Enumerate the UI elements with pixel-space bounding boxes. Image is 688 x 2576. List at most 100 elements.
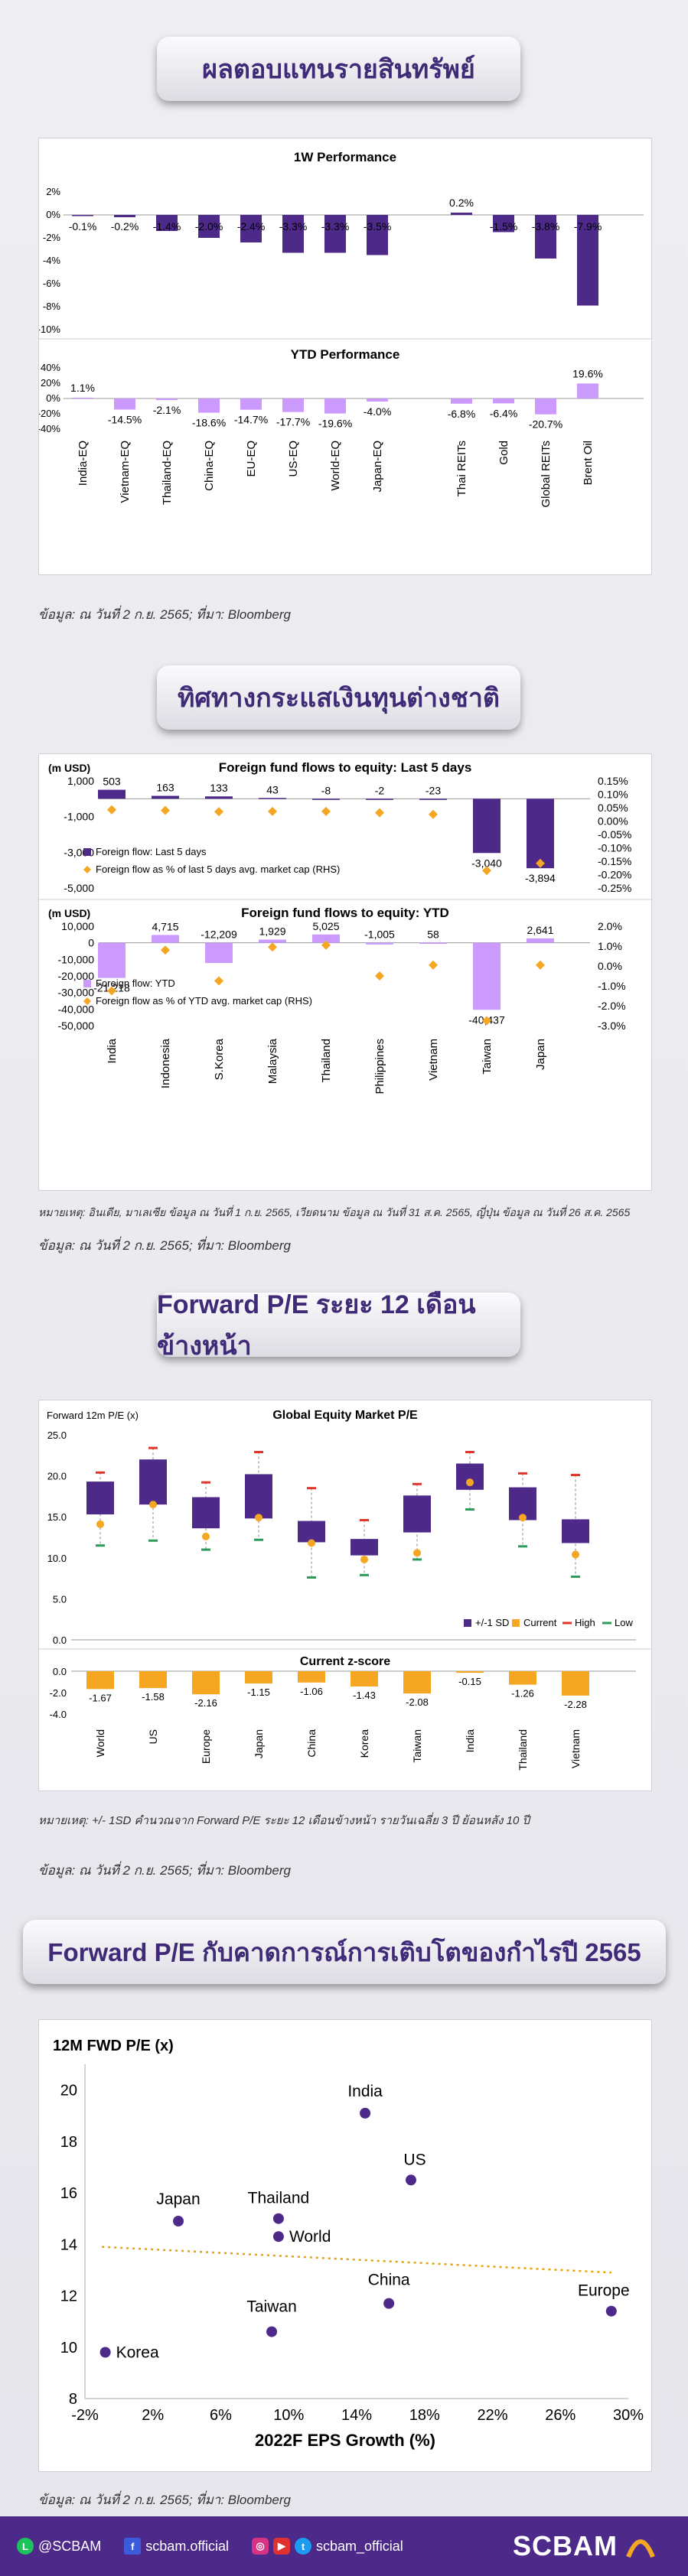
y-tick-label-1w: -6%	[43, 278, 61, 289]
twitter-icon: t	[295, 2538, 312, 2555]
current-marker	[466, 1478, 474, 1487]
unit-label-ytd: (m USD)	[48, 907, 90, 919]
chart-title-zscore: Current z-score	[300, 1655, 390, 1668]
x-tick-label-scatter: 2%	[142, 2407, 164, 2424]
youtube-icon: ▶	[273, 2538, 291, 2555]
sd-range-bar	[351, 1539, 378, 1556]
legend-label-sd: +/-1 SD	[475, 1617, 509, 1628]
zscore-bar	[298, 1671, 325, 1683]
y2-tick-label-five: -0.05%	[598, 828, 631, 841]
bar-1w	[198, 215, 220, 238]
current-marker	[360, 1555, 368, 1563]
data-label-1w: -3.5%	[364, 220, 392, 233]
zscore-bar	[139, 1671, 167, 1689]
y2-tick-label-ytd: -1.0%	[598, 980, 626, 992]
bar-ytd	[366, 942, 393, 945]
asset-performance-panel: 1W Performance 2% 0% -2% -4% -6% -8% -10% -0.1% -…	[37, 138, 652, 575]
legend-label-marker-ytd: Foreign flow as % of YTD avg. market cap…	[96, 995, 312, 1007]
zscore-label: -1.26	[511, 1688, 534, 1699]
point-label: US	[403, 2151, 426, 2168]
data-label-five: 503	[103, 776, 121, 788]
current-marker	[202, 1532, 210, 1540]
legend-swatch-bar-five	[83, 848, 91, 856]
pe-chart: Forward 12m P/E (x) Global Equity Market …	[39, 1409, 651, 1771]
legend-label-bar-five: Foreign flow: Last 5 days	[96, 846, 207, 857]
marker-ytd	[429, 960, 438, 970]
marker-ytd	[321, 940, 331, 950]
bar-five	[152, 795, 179, 799]
scatter-point	[360, 2107, 371, 2119]
sd-range-bar	[562, 1519, 589, 1543]
legend-swatch-sd	[464, 1619, 471, 1627]
y2-tick-label-five: 0.10%	[598, 789, 628, 801]
current-marker	[308, 1539, 315, 1547]
y-tick-label-scatter: 10	[60, 2340, 77, 2356]
y-tick-label-ytd: -20,000	[58, 970, 95, 982]
y-axis-title-pe: Forward 12m P/E (x)	[47, 1410, 139, 1421]
social-handle: scbam_official	[316, 2538, 403, 2554]
x-tick-label-scatter: 10%	[273, 2407, 304, 2424]
zscore-bar	[456, 1671, 484, 1673]
y-tick-label-scatter: 8	[69, 2391, 77, 2408]
x-tick-label-scatter: 18%	[409, 2407, 440, 2424]
y-tick-label-ytd: -20%	[39, 408, 60, 419]
category-label: Vietnam	[427, 1039, 440, 1081]
y-tick-label-pe: 25.0	[47, 1429, 67, 1441]
bar-five	[259, 798, 286, 799]
marker-ytd	[268, 942, 277, 952]
facebook-link[interactable]: f scbam.official	[124, 2538, 229, 2555]
data-label-ytd: -2.1%	[153, 404, 181, 416]
x-tick-label-scatter: 30%	[613, 2407, 644, 2424]
bar-ytd	[535, 398, 556, 415]
bar-1w	[451, 213, 472, 215]
marker-five	[429, 809, 438, 819]
data-label-1w: -2.0%	[195, 220, 223, 233]
scatter-point	[272, 2231, 284, 2243]
category-label: Japan	[534, 1039, 547, 1070]
bar-ytd	[198, 398, 220, 413]
footnote-flows: หมายเหตุ: อินเดีย, มาเลเซีย ข้อมูล ณ วัน…	[38, 1206, 631, 1218]
data-label-1w: -3.3%	[321, 220, 350, 233]
bar-five	[473, 798, 501, 854]
category-label: Thailand	[517, 1729, 529, 1771]
y-tick-label-ytd: -10,000	[58, 953, 95, 965]
legend-label-high: High	[575, 1617, 595, 1628]
zscore-bar	[403, 1671, 431, 1694]
chart-title-five: Foreign fund flows to equity: Last 5 day…	[219, 760, 472, 775]
legend-swatch-bar-ytd	[83, 980, 91, 987]
y-tick-label-pe: 10.0	[47, 1553, 67, 1564]
zscore-label: -2.28	[564, 1699, 587, 1710]
category-label: Thai REITs	[455, 441, 468, 496]
x-tick-label-scatter: 6%	[210, 2407, 232, 2424]
section-title-pe-vs-eps: Forward P/E กับคาดการณ์การเติบโตของกำไรป…	[23, 1920, 666, 1984]
bar-1w	[282, 215, 304, 253]
bar-ytd	[473, 942, 501, 1010]
chart-title-pe: Global Equity Market P/E	[272, 1409, 418, 1422]
legend-swatch-marker-five	[83, 866, 91, 873]
point-label: Japan	[156, 2191, 200, 2208]
data-label-five: -3,040	[471, 857, 502, 869]
x-tick-label-scatter: 22%	[477, 2407, 507, 2424]
y-tick-label-1w: -2%	[43, 232, 61, 243]
data-label-ytd: -12,209	[201, 929, 237, 941]
category-label: India	[106, 1038, 119, 1063]
footnote-pe: หมายเหตุ: +/- 1SD คำนวณจาก Forward P/E ร…	[38, 1814, 530, 1827]
marker-five	[321, 806, 331, 816]
bar-1w	[72, 215, 93, 216]
footer: L @SCBAM f scbam.official ◎ ▶ t scbam_of…	[0, 2516, 688, 2576]
data-label-five: -2	[375, 784, 385, 796]
foreign-flow-panel: (m USD) Foreign fund flows to equity: Las…	[38, 753, 652, 1191]
sd-range-bar	[139, 1459, 167, 1505]
data-label-ytd: -14.7%	[234, 414, 268, 426]
data-label-five: -3,894	[525, 872, 556, 884]
data-label-five: 163	[156, 782, 174, 794]
zscore-label: -1.67	[89, 1692, 112, 1703]
social-links[interactable]: ◎ ▶ t scbam_official	[252, 2538, 403, 2555]
point-label: China	[368, 2272, 410, 2289]
line-link[interactable]: L @SCBAM	[17, 2538, 101, 2555]
bar-ytd	[152, 935, 179, 943]
marker-ytd	[482, 1016, 491, 1026]
bar-ytd	[367, 398, 388, 402]
y-tick-label-scatter: 20	[60, 2083, 77, 2100]
zscore-bar	[86, 1671, 114, 1690]
